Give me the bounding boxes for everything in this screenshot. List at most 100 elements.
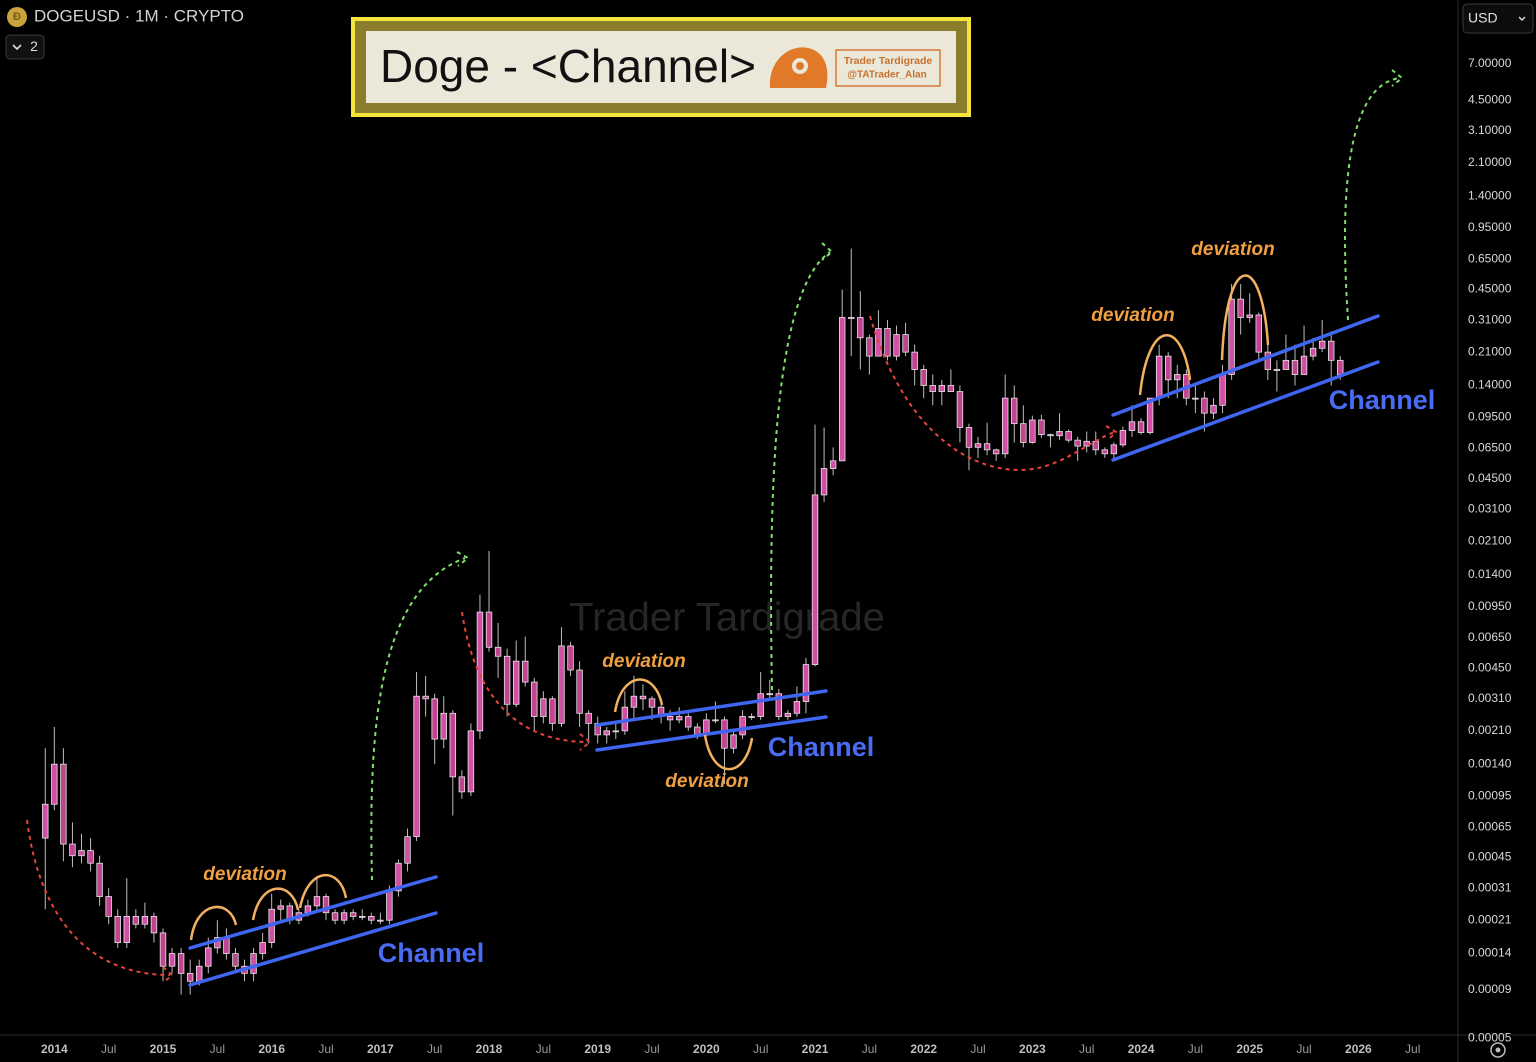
candle-body bbox=[1092, 440, 1099, 451]
x-tick-label: Jul bbox=[1188, 1042, 1203, 1056]
candle-body bbox=[440, 712, 447, 740]
chevron bbox=[12, 44, 22, 51]
candle-body bbox=[866, 337, 873, 357]
candle-body bbox=[974, 443, 982, 448]
y-tick-label: 7.00000 bbox=[1468, 56, 1512, 70]
candle-body bbox=[567, 645, 574, 671]
candle-body bbox=[947, 385, 955, 392]
projection-arrow bbox=[1343, 77, 1401, 321]
x-tick-label: 2026 bbox=[1345, 1042, 1372, 1056]
chevron bbox=[1518, 16, 1526, 21]
candle-body bbox=[1255, 314, 1262, 353]
y-tick-label: 0.00950 bbox=[1468, 599, 1512, 613]
candle-body bbox=[558, 645, 565, 724]
candle-body bbox=[449, 712, 457, 778]
candle-body bbox=[1001, 397, 1009, 455]
currency-select[interactable] bbox=[1462, 3, 1534, 34]
title-box-inner bbox=[366, 31, 956, 103]
deviation-arc bbox=[613, 678, 664, 713]
candle-body bbox=[757, 693, 764, 717]
channel-line bbox=[595, 715, 828, 752]
channel-line bbox=[595, 689, 828, 727]
candle-body bbox=[1219, 374, 1226, 406]
candle-body bbox=[114, 915, 121, 943]
candle-body bbox=[612, 730, 620, 733]
candle-body bbox=[60, 763, 67, 845]
candle-body bbox=[911, 351, 918, 370]
x-tick-label: Jul bbox=[862, 1042, 877, 1056]
candle-body bbox=[820, 468, 828, 496]
candle-body bbox=[1291, 359, 1299, 375]
candle-body bbox=[196, 965, 203, 982]
candle-body bbox=[1273, 369, 1281, 371]
y-tick-label: 0.31000 bbox=[1468, 312, 1512, 326]
candle-body bbox=[413, 695, 420, 838]
candle-body bbox=[857, 317, 864, 339]
annotation: Channel bbox=[378, 938, 485, 968]
y-tick-label: 0.00210 bbox=[1468, 723, 1512, 737]
y-tick-label: 0.00140 bbox=[1468, 756, 1512, 770]
candle-body bbox=[712, 719, 719, 722]
candle-body bbox=[1074, 439, 1081, 447]
annotation: Channel bbox=[768, 732, 875, 762]
y-tick-label: 0.01400 bbox=[1468, 567, 1512, 581]
projection-arrow bbox=[770, 251, 831, 691]
annotation: Channel bbox=[1329, 385, 1436, 415]
annotation: deviation bbox=[203, 864, 286, 885]
candle-body bbox=[467, 730, 475, 793]
candle-body bbox=[150, 915, 158, 934]
settings-icon[interactable] bbox=[1490, 1042, 1506, 1058]
candle-body bbox=[1056, 431, 1063, 437]
candle-body bbox=[377, 919, 384, 922]
candle-body bbox=[675, 716, 683, 721]
x-tick-label: 2023 bbox=[1019, 1042, 1046, 1056]
deviation-arc bbox=[703, 734, 754, 771]
deviation-arc bbox=[1220, 274, 1270, 361]
y-tick-label: 0.00021 bbox=[1468, 912, 1512, 926]
x-tick-label: 2021 bbox=[802, 1042, 829, 1056]
candle-body bbox=[793, 701, 801, 714]
candle-body bbox=[920, 369, 927, 386]
candle-body bbox=[902, 334, 909, 353]
y-tick-label: 0.00009 bbox=[1468, 982, 1512, 996]
y-tick-label: 0.45000 bbox=[1468, 282, 1512, 296]
candle-body bbox=[585, 712, 592, 724]
indicator-toggle[interactable] bbox=[5, 34, 45, 60]
candle-body bbox=[1146, 397, 1154, 433]
candle-body bbox=[992, 449, 1000, 455]
candle-body bbox=[576, 669, 583, 714]
y-tick-label: 0.06500 bbox=[1468, 441, 1512, 455]
settings-icon-dot bbox=[1495, 1047, 1501, 1053]
candle-body bbox=[811, 494, 819, 665]
coin-glyph: Ð bbox=[13, 11, 21, 23]
y-tick-label: 0.14000 bbox=[1468, 378, 1512, 392]
y-tick-label: 0.03100 bbox=[1468, 502, 1512, 516]
x-tick-label: 2014 bbox=[41, 1042, 68, 1056]
candle-body bbox=[965, 427, 973, 448]
candle-body bbox=[1119, 430, 1127, 446]
x-tick-label: 2015 bbox=[150, 1042, 177, 1056]
candle-body bbox=[1128, 421, 1136, 431]
symbol: DOGEUSD · 1M · CRYPTO bbox=[34, 6, 244, 25]
candle-body bbox=[1201, 397, 1208, 414]
candle-body bbox=[168, 953, 176, 967]
x-tick-label: Jul bbox=[644, 1042, 659, 1056]
candle-body bbox=[1246, 314, 1253, 318]
candle-body bbox=[1137, 421, 1145, 433]
candle-body bbox=[1174, 374, 1181, 381]
candle-body bbox=[123, 915, 130, 943]
candle-body bbox=[1300, 355, 1308, 375]
projection-arrow bbox=[370, 557, 466, 881]
candle-body bbox=[132, 915, 140, 925]
candle-body bbox=[78, 850, 85, 857]
candle-body bbox=[603, 730, 610, 736]
candle-body bbox=[1020, 423, 1027, 443]
candle-body bbox=[250, 953, 257, 974]
candle-body bbox=[748, 716, 755, 718]
y-tick-label: 0.00650 bbox=[1468, 630, 1512, 644]
y-tick-label: 2.10000 bbox=[1468, 155, 1512, 169]
deviation-arc bbox=[298, 873, 348, 909]
x-tick-label: Jul bbox=[101, 1042, 116, 1056]
candle-body bbox=[648, 698, 656, 708]
